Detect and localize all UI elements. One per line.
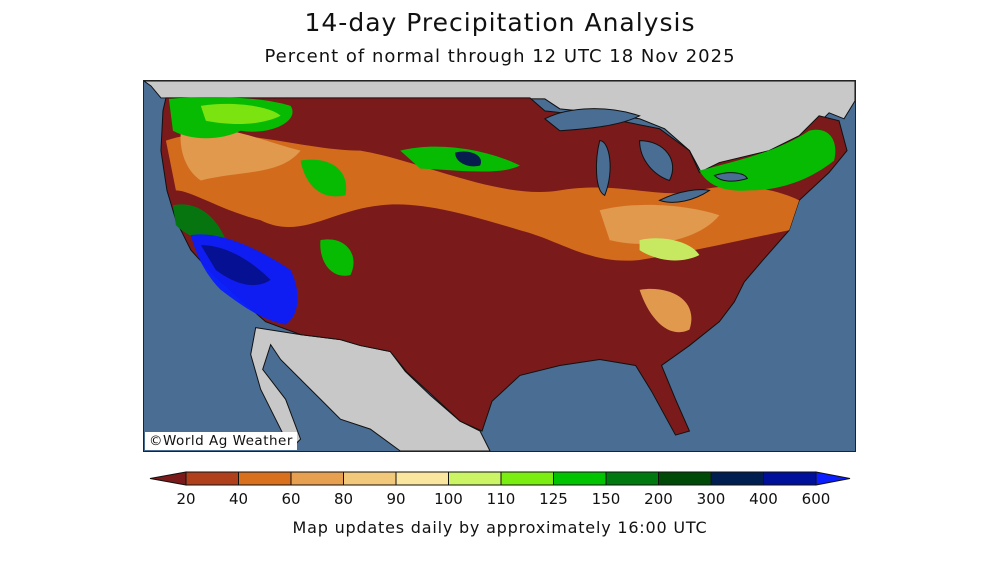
legend-label: 110 bbox=[487, 490, 516, 508]
legend-box bbox=[500, 471, 554, 486]
legend-label: 90 bbox=[386, 490, 405, 508]
color-legend: 20 40 60 80 90 100 110 125 150 200 300 400 600 bbox=[149, 471, 851, 508]
legend-label: 300 bbox=[697, 490, 726, 508]
lake-ontario bbox=[713, 172, 749, 182]
light-green-northwest bbox=[200, 103, 281, 125]
darkblue-southwest bbox=[200, 245, 271, 286]
legend-label: 60 bbox=[281, 490, 300, 508]
blue-dakota bbox=[455, 151, 482, 167]
update-note: Map updates daily by approximately 16:00… bbox=[292, 518, 708, 537]
lake-huron bbox=[639, 140, 674, 182]
tan-patches bbox=[180, 128, 720, 333]
legend-box bbox=[553, 471, 607, 486]
legend-box bbox=[605, 471, 659, 486]
legend-label: 40 bbox=[229, 490, 248, 508]
legend-box bbox=[343, 471, 397, 486]
map-title: 14-day Precipitation Analysis bbox=[304, 8, 696, 37]
lake-erie bbox=[658, 189, 711, 203]
lake-michigan bbox=[595, 140, 611, 197]
legend-label: 80 bbox=[334, 490, 353, 508]
legend-label: 125 bbox=[539, 490, 568, 508]
legend-box bbox=[395, 471, 449, 486]
legend-box bbox=[658, 471, 712, 486]
green-rockies bbox=[300, 159, 354, 276]
legend-label: 400 bbox=[749, 490, 778, 508]
copyright-credit: ©World Ag Weather bbox=[145, 432, 297, 450]
green-california bbox=[172, 204, 226, 242]
lake-superior bbox=[543, 108, 641, 132]
legend-triangle-high bbox=[815, 471, 851, 486]
legend-box bbox=[185, 471, 239, 486]
legend-box bbox=[238, 471, 292, 486]
legend-label: 100 bbox=[434, 490, 463, 508]
legend-label: 150 bbox=[592, 490, 621, 508]
legend-box bbox=[763, 471, 817, 486]
map-subtitle: Percent of normal through 12 UTC 18 Nov … bbox=[264, 46, 736, 67]
precipitation-map bbox=[143, 80, 856, 452]
legend-triangle-low bbox=[149, 471, 187, 486]
legend-label: 600 bbox=[802, 490, 831, 508]
legend-box bbox=[710, 471, 764, 486]
legend-label: 20 bbox=[176, 490, 195, 508]
legend-box bbox=[290, 471, 344, 486]
legend-label: 200 bbox=[644, 490, 673, 508]
legend-box bbox=[448, 471, 502, 486]
great-lakes bbox=[543, 108, 749, 203]
lightgreen-midatlantic bbox=[639, 238, 700, 261]
